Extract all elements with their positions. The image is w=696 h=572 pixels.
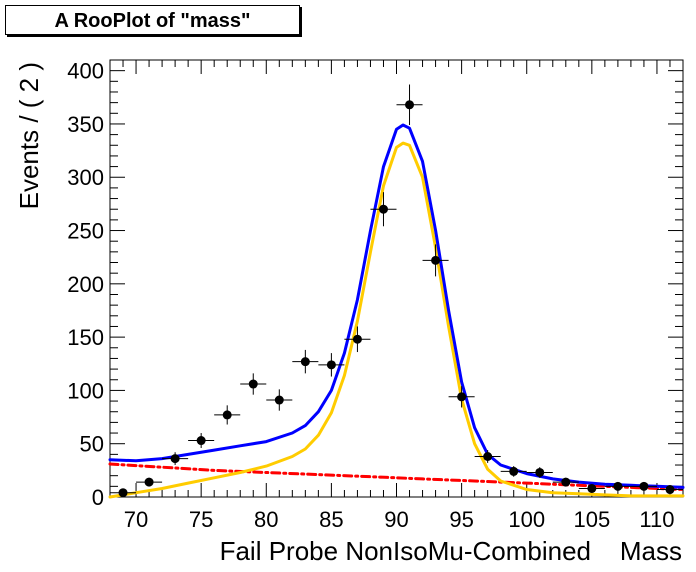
x-tick-label: 80 — [254, 507, 278, 532]
data-point — [587, 483, 597, 493]
data-point — [613, 481, 623, 491]
y-tick-label: 350 — [67, 112, 104, 137]
data-point — [535, 467, 545, 477]
x-tick-label: 85 — [319, 507, 343, 532]
data-point — [378, 204, 388, 214]
data-point — [144, 477, 154, 487]
axis-tick-labels: 70 75 80 85 90 95 100 105 110 0 50 100 150 200 250 300 3… — [67, 59, 674, 532]
y-tick-label: 200 — [67, 272, 104, 297]
background-curve — [108, 462, 685, 491]
axis-ticks — [109, 59, 684, 498]
y-tick-label: 250 — [67, 219, 104, 244]
x-tick-label: 95 — [449, 507, 473, 532]
x-tick-label: 105 — [573, 507, 610, 532]
x-tick-label: 75 — [189, 507, 213, 532]
data-points — [110, 84, 683, 498]
y-tick-label: 0 — [92, 485, 104, 510]
data-point — [352, 334, 362, 344]
x-axis-label: Fail Probe NonIsoMu-Combined Mass — [220, 536, 682, 566]
data-point — [665, 485, 675, 495]
data-point — [457, 392, 467, 402]
x-tick-label: 110 — [639, 507, 674, 532]
data-point — [274, 395, 284, 405]
data-point — [248, 379, 258, 389]
data-point — [300, 357, 310, 367]
data-point — [431, 255, 441, 265]
data-point — [326, 360, 336, 370]
data-point — [222, 410, 232, 420]
x-tick-label: 100 — [508, 507, 545, 532]
signal-plus-background-curve — [108, 123, 685, 489]
chart-title: A RooPlot of "mass" — [54, 10, 251, 32]
y-tick-label: 400 — [67, 59, 104, 84]
fit-curves — [108, 123, 685, 499]
x-tick-label: 90 — [384, 507, 408, 532]
x-tick-label: 70 — [124, 507, 148, 532]
y-axis-label: Events / ( 2 ) — [14, 62, 44, 209]
data-point — [405, 100, 415, 110]
data-point — [118, 488, 128, 498]
plot-frame — [109, 59, 684, 498]
y-tick-label: 150 — [67, 325, 104, 350]
data-point — [483, 451, 493, 461]
data-point — [509, 466, 519, 476]
data-point — [196, 436, 206, 446]
data-point — [561, 477, 571, 487]
y-tick-label: 100 — [67, 378, 104, 403]
y-tick-label: 50 — [80, 432, 104, 457]
y-tick-label: 300 — [67, 165, 104, 190]
data-point — [639, 481, 649, 491]
signal-curve — [108, 141, 685, 499]
data-point — [170, 454, 180, 464]
chart-title-box: A RooPlot of "mass" — [5, 5, 300, 35]
